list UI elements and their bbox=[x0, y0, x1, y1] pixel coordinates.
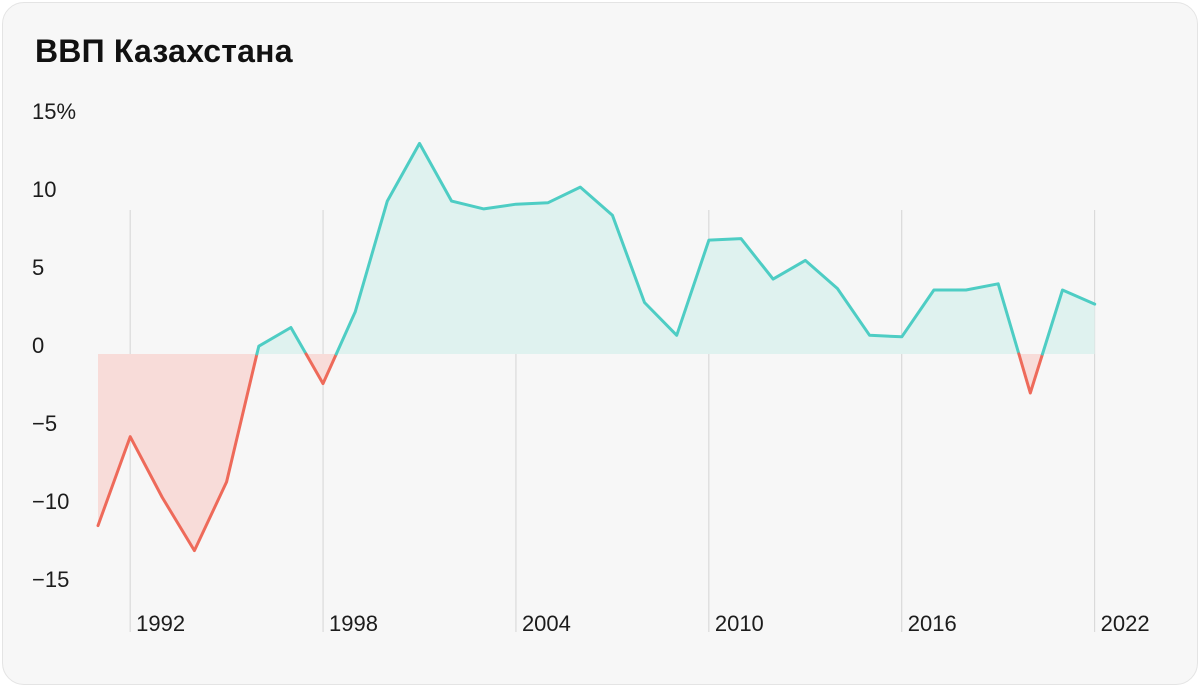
x-tick-label: 1992 bbox=[136, 611, 185, 636]
data-point-2003 bbox=[482, 207, 486, 211]
positive-area-5 bbox=[1042, 290, 1095, 354]
data-point-2000 bbox=[385, 199, 389, 203]
data-point-2002 bbox=[450, 199, 454, 203]
y-tick-label: 5 bbox=[32, 255, 44, 280]
y-tick-label: 10 bbox=[32, 177, 56, 202]
data-point-1996 bbox=[257, 344, 261, 348]
positive-line-3 bbox=[334, 141, 1021, 356]
data-point-1999 bbox=[353, 310, 357, 314]
x-tick-label: 2022 bbox=[1101, 611, 1150, 636]
x-tick-label: 1998 bbox=[329, 611, 378, 636]
data-point-2004 bbox=[514, 202, 518, 206]
data-point-2013 bbox=[803, 258, 807, 262]
data-point-2012 bbox=[771, 277, 775, 281]
data-point-2005 bbox=[546, 201, 550, 205]
y-tick-label: −15 bbox=[32, 567, 69, 592]
y-tick-label: 0 bbox=[32, 333, 44, 358]
data-point-2011 bbox=[739, 237, 743, 241]
data-point-2018 bbox=[964, 288, 968, 292]
y-axis-ticks: 15% 10 5 0 −5 −10 −15 bbox=[32, 99, 76, 592]
data-point-1991 bbox=[96, 524, 100, 528]
chart-title: ВВП Казахстана bbox=[35, 33, 293, 69]
data-point-2021 bbox=[1061, 288, 1065, 292]
x-axis-ticks: 1992 1998 2004 2010 2016 2022 bbox=[136, 611, 1149, 636]
positive-line-1 bbox=[255, 326, 308, 356]
data-point-1994 bbox=[192, 549, 196, 553]
x-tick-label: 2010 bbox=[715, 611, 764, 636]
area-fills bbox=[98, 143, 1095, 551]
data-point-2022 bbox=[1093, 302, 1097, 306]
series-line bbox=[96, 141, 1097, 553]
data-point-2015 bbox=[868, 333, 872, 337]
data-point-1998 bbox=[321, 382, 325, 386]
x-tick-label: 2016 bbox=[908, 611, 957, 636]
data-point-2001 bbox=[418, 141, 422, 145]
data-point-1992 bbox=[128, 435, 132, 439]
data-point-2008 bbox=[643, 301, 647, 305]
data-point-2017 bbox=[932, 288, 936, 292]
data-point-1995 bbox=[225, 480, 229, 484]
negative-area-2 bbox=[306, 354, 337, 384]
positive-area-3 bbox=[336, 143, 1019, 354]
gridlines bbox=[129, 210, 1096, 632]
data-point-2014 bbox=[835, 287, 839, 291]
x-tick-label: 2004 bbox=[522, 611, 571, 636]
y-tick-label: 15% bbox=[32, 99, 76, 124]
data-point-2007 bbox=[610, 213, 614, 217]
data-point-2009 bbox=[675, 333, 679, 337]
data-point-1997 bbox=[289, 326, 293, 330]
negative-line-0 bbox=[96, 352, 259, 553]
negative-area-4 bbox=[1018, 354, 1043, 393]
data-point-2016 bbox=[900, 335, 904, 339]
negative-line-4 bbox=[1017, 352, 1044, 395]
data-point-2010 bbox=[707, 238, 711, 242]
data-point-2020 bbox=[1028, 391, 1032, 395]
y-tick-label: −5 bbox=[32, 411, 57, 436]
data-point-2019 bbox=[996, 282, 1000, 286]
y-tick-label: −10 bbox=[32, 489, 69, 514]
positive-line-5 bbox=[1041, 288, 1097, 356]
data-point-2006 bbox=[578, 185, 582, 189]
negative-line-2 bbox=[304, 352, 338, 386]
data-point-1993 bbox=[160, 496, 164, 500]
